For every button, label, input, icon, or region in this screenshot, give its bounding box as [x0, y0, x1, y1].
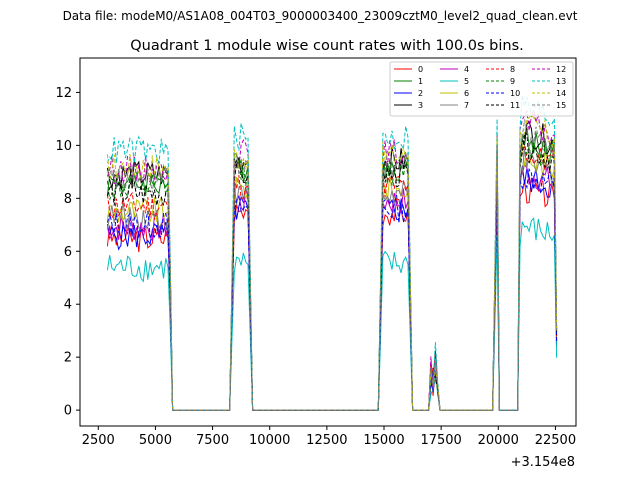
- chart-suptitle: Data file: modeM0/AS1A08_004T03_90000034…: [63, 9, 578, 23]
- chart-title: Quadrant 1 module wise count rates with …: [130, 38, 524, 54]
- legend-label-12: 12: [556, 65, 566, 74]
- y-tick-label: 4: [64, 298, 72, 313]
- x-tick-label: 17500: [420, 433, 461, 448]
- legend-label-5: 5: [464, 77, 469, 86]
- plot-frame: [79, 57, 577, 427]
- legend-label-9: 9: [510, 77, 515, 86]
- y-axis: 0 2 4 6 8 10 12: [55, 86, 80, 419]
- x-tick-label: 15000: [363, 433, 404, 448]
- legend-frame: [389, 61, 574, 117]
- legend-label-2: 2: [418, 89, 423, 98]
- series-line-14: [106, 114, 558, 411]
- x-tick-label: 7500: [196, 433, 229, 448]
- legend-label-15: 15: [556, 101, 566, 110]
- y-tick-label: 2: [64, 351, 72, 366]
- legend-label-8: 8: [510, 65, 515, 74]
- x-axis: 2500 5000 7500 10000 12500 15000 17500 20000 225…: [82, 426, 576, 448]
- series-layer: [106, 95, 558, 411]
- x-offset-label: +3.154e8: [511, 455, 575, 470]
- legend-label-1: 1: [418, 77, 423, 86]
- legend-label-13: 13: [556, 77, 566, 86]
- y-tick-label: 8: [64, 192, 72, 207]
- legend-label-10: 10: [510, 89, 520, 98]
- legend-label-11: 11: [510, 101, 520, 110]
- x-tick-label: 22500: [535, 433, 576, 448]
- legend-label-3: 3: [418, 101, 423, 110]
- y-tick-label: 10: [55, 139, 72, 154]
- series-line-15: [106, 119, 558, 411]
- y-tick-label: 0: [64, 404, 72, 419]
- legend-label-4: 4: [464, 65, 469, 74]
- x-tick-label: 12500: [306, 433, 347, 448]
- legend-label-0: 0: [418, 65, 423, 74]
- legend-label-6: 6: [464, 89, 469, 98]
- x-tick-label: 20000: [478, 433, 519, 448]
- x-tick-label: 10000: [249, 433, 290, 448]
- legend-label-7: 7: [464, 101, 469, 110]
- x-tick-label: 2500: [82, 433, 115, 448]
- y-tick-label: 6: [64, 245, 72, 260]
- legend-label-14: 14: [556, 89, 566, 98]
- x-tick-label: 5000: [139, 433, 172, 448]
- y-tick-label: 12: [55, 86, 72, 101]
